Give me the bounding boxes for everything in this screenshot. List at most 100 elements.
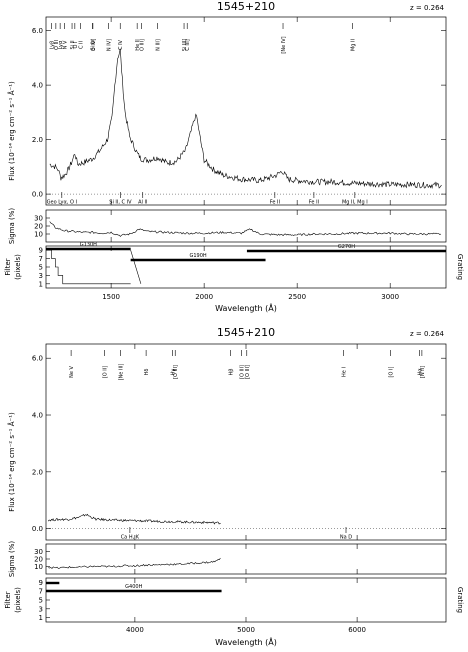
emission-line-label: Mg II — [351, 39, 357, 51]
filter-panel-frame — [45, 245, 447, 289]
filter-ytick-label: 9 — [39, 579, 43, 587]
emission-line-label: O III — [54, 40, 60, 50]
emission-line-label: [O I] — [388, 367, 394, 378]
flux-ytick-label: 2.0 — [32, 136, 43, 144]
sigma-axis-label: Sigma (%) — [8, 541, 16, 578]
sigma-line — [49, 221, 442, 237]
filter-width-trace — [46, 249, 131, 285]
grating-label: G400H — [125, 584, 142, 590]
filter-ytick-label: 7 — [39, 255, 43, 263]
xtick-label: 6000 — [348, 626, 366, 634]
grating-axis-label: Grating — [456, 587, 464, 613]
emission-line-label: N V — [63, 40, 69, 49]
emission-line-label: Si IV — [91, 39, 97, 51]
sigma-ytick-label: 20 — [34, 556, 43, 564]
emission-line-label: N IV] — [107, 39, 113, 51]
emission-line-label: [Ne III] — [118, 364, 124, 381]
emission-line-label: Hβ — [229, 369, 235, 376]
emission-line-label: Si III] — [182, 39, 188, 52]
flux-ytick-label: 6.0 — [32, 355, 43, 363]
chart-title: 1545+210 — [217, 0, 275, 13]
redshift-label: z = 0.264 — [410, 330, 445, 338]
filter-ytick-label: 9 — [39, 247, 43, 255]
filter-ytick-label: 5 — [39, 597, 43, 605]
xtick-label: 5000 — [237, 626, 255, 634]
chart-2: 1545+210 z = 0.264 0.0 2.0 4.0 6.0 Flux (10⁻¹⁴… — [4, 326, 464, 647]
flux-ytick-label: 6.0 — [32, 27, 43, 35]
sigma-ytick-label: 10 — [34, 231, 43, 239]
filter-axis-label: Filter — [4, 591, 12, 608]
emission-line-label: Hδ — [144, 369, 150, 376]
chart-title: 1545+210 — [217, 326, 275, 339]
chart-1: 1545+210 z = 0.264 0.0 2.0 4.0 6.0 Flux (10⁻¹⁴… — [4, 0, 464, 313]
flux-axis-label: Flux (10⁻¹⁴ erg cm⁻² s⁻¹ Å⁻¹) — [7, 81, 16, 181]
filter-width-ramp — [130, 250, 142, 284]
filter-axis-units: (pixels) — [14, 254, 22, 280]
filter-ytick-label: 3 — [39, 272, 43, 280]
sigma-ytick-label: 30 — [34, 215, 43, 223]
emission-line-label: [O II] — [103, 366, 109, 378]
xtick-label: 2000 — [195, 293, 213, 301]
emission-line-label: Hγ — [171, 369, 177, 376]
emission-line-label: C II — [78, 41, 84, 49]
xtick-label: 3000 — [381, 293, 399, 301]
flux-axis-label: Flux (10⁻¹⁴ erg cm⁻² s⁻¹ Å⁻¹) — [7, 412, 16, 512]
emission-line-label: Si II — [70, 40, 76, 49]
x-axis-label: Wavelength (Å) — [215, 636, 277, 647]
emission-line-label: Ne V — [69, 366, 75, 378]
filter-axis-units: (pixels) — [14, 587, 22, 613]
grating-label: G270H — [338, 244, 355, 250]
flux-ytick-label: 0.0 — [32, 525, 43, 533]
sigma-ytick-label: 30 — [34, 548, 43, 556]
absorption-line-label: Na D — [340, 535, 352, 541]
sigma-ytick-label: 10 — [34, 563, 43, 571]
absorption-line-label: Fe II — [309, 200, 319, 206]
filter-ytick-label: 1 — [39, 280, 43, 288]
absorption-line-label: Mg II, Mg I — [342, 200, 368, 206]
flux-panel-frame — [45, 16, 447, 206]
filter-ytick-label: 5 — [39, 264, 43, 272]
absorption-line-label: Al II — [138, 200, 147, 206]
flux-ytick-label: 2.0 — [32, 468, 43, 476]
xtick-label: 4000 — [126, 626, 144, 634]
flux-ytick-label: 0.0 — [32, 191, 43, 199]
absorption-line-label: Fe II — [270, 200, 280, 206]
sigma-axis-label: Sigma (%) — [8, 208, 16, 245]
emission-line-label: Hα — [418, 368, 424, 376]
sigma-ytick-label: 20 — [34, 223, 43, 231]
sigma-panel-frame — [45, 209, 447, 243]
absorption-line-label: Ca H, K — [121, 535, 140, 541]
filter-ytick-label: 1 — [39, 614, 43, 622]
sigma-line — [48, 557, 221, 569]
emission-line-label: C IV — [118, 39, 124, 50]
emission-line-label: O IV] — [91, 39, 97, 51]
emission-line-label: O I — [73, 42, 79, 49]
emission-line-label: N III] — [156, 39, 162, 51]
absorption-line-label: Si II, C IV — [109, 200, 132, 206]
emission-line-label: O III] — [139, 39, 145, 51]
redshift-label: z = 0.264 — [410, 4, 445, 12]
filter-ytick-label: 7 — [39, 588, 43, 596]
emission-line-label: [O III] — [245, 365, 251, 379]
flux-ytick-label: 4.0 — [32, 412, 43, 420]
emission-line-label: [O III] — [239, 365, 245, 379]
absorption-line-label: Geo Lyα, O I — [47, 200, 77, 206]
emission-line-label: He II — [135, 39, 141, 50]
emission-line-label: [O III] — [173, 365, 179, 379]
flux-spectrum-line — [49, 48, 442, 190]
filter-ytick-label: 3 — [39, 605, 43, 613]
grating-label: G130H — [80, 242, 97, 248]
filter-panel-frame — [45, 577, 447, 623]
xtick-label: 1500 — [102, 293, 120, 301]
emission-line-label: Lyβ — [50, 41, 56, 49]
filter-axis-label: Filter — [4, 258, 12, 275]
xtick-label: 2500 — [288, 293, 306, 301]
emission-line-label: C III] — [185, 39, 191, 51]
emission-line-label: He I — [341, 367, 347, 377]
grating-label: G190H — [189, 253, 206, 259]
grating-axis-label: Grating — [456, 254, 464, 280]
flux-ytick-label: 4.0 — [32, 82, 43, 90]
emission-line-label: [Ne IV] — [281, 36, 287, 53]
